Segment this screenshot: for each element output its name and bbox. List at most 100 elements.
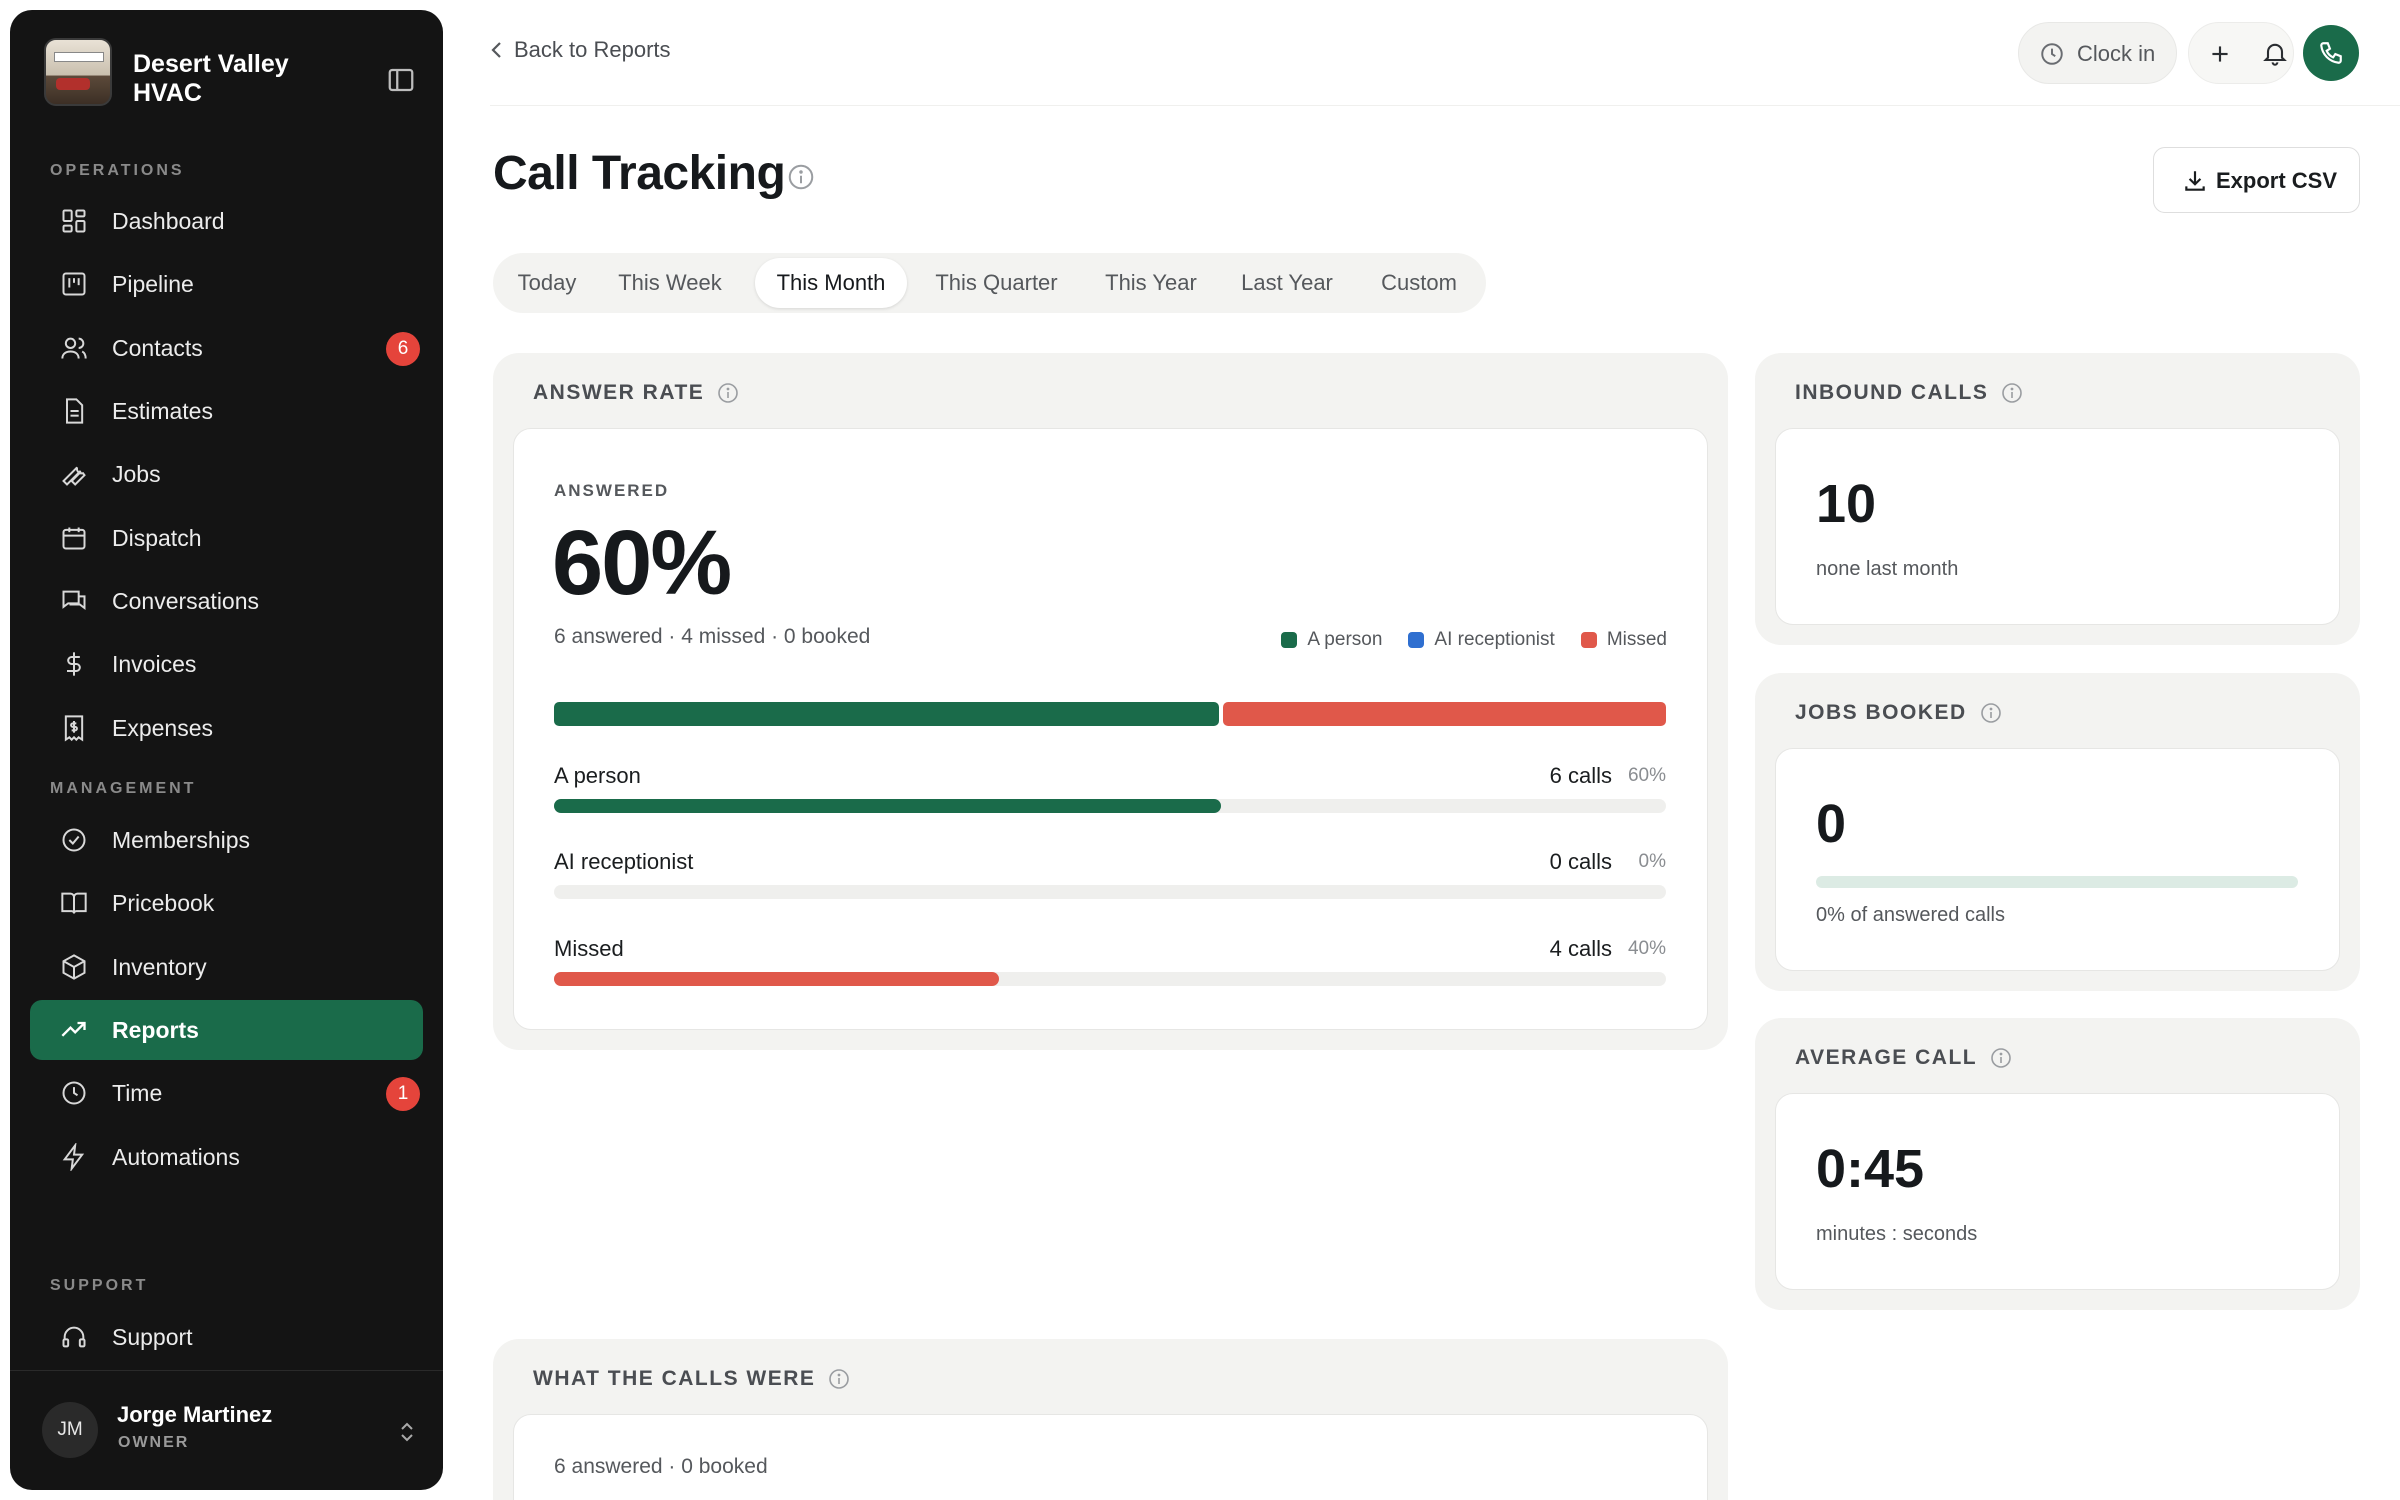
average-call-card: AVERAGE CALL 0:45 minutes : seconds: [1755, 1018, 2360, 1310]
section-label-management: MANAGEMENT: [50, 780, 197, 797]
book-icon: [61, 892, 87, 914]
document-icon: [66, 398, 84, 424]
tab-this-quarter[interactable]: This Quarter: [935, 270, 1058, 295]
chat-icon: [62, 590, 86, 610]
inbound-calls-value: 10: [1816, 474, 1877, 534]
plus-icon[interactable]: [2207, 41, 2233, 67]
sidebar-item-memberships[interactable]: Memberships: [30, 810, 423, 870]
answered-label: ANSWERED: [554, 481, 670, 500]
sidebar-item-label: Time: [112, 1080, 163, 1106]
legend-label: Missed: [1606, 629, 1667, 650]
sidebar-item-label: Invoices: [112, 651, 197, 677]
info-icon[interactable]: [1979, 701, 2003, 725]
sidebar: Desert Valley HVAC OPERATIONS Dashboard …: [10, 10, 443, 1490]
answer-rate-legend: A person AI receptionist Missed: [1255, 629, 1667, 651]
row-label: A person: [554, 763, 641, 788]
trending-icon: [61, 1021, 86, 1037]
kanban-icon: [62, 272, 86, 296]
chevron-up-down-icon: [401, 1422, 413, 1442]
sidebar-item-invoices[interactable]: Invoices: [30, 634, 423, 694]
sidebar-item-reports[interactable]: Reports: [30, 1000, 423, 1060]
sidebar-item-dispatch[interactable]: Dispatch: [30, 508, 423, 568]
tab-today[interactable]: Today: [517, 270, 577, 295]
tab-custom[interactable]: Custom: [1381, 270, 1457, 295]
info-icon[interactable]: [716, 381, 740, 405]
clock-in-button[interactable]: Clock in: [2018, 22, 2177, 84]
sidebar-item-label: Memberships: [112, 827, 251, 853]
tab-last-year[interactable]: Last Year: [1241, 270, 1333, 295]
phone-button[interactable]: [2303, 25, 2359, 81]
tab-this-week[interactable]: This Week: [618, 270, 722, 295]
row-track: [554, 885, 1666, 899]
average-call-body: 0:45 minutes : seconds: [1775, 1093, 2340, 1290]
sidebar-item-label: Dispatch: [112, 525, 202, 551]
top-divider: [490, 105, 2400, 106]
info-icon[interactable]: [2000, 381, 2024, 405]
info-icon[interactable]: [827, 1367, 851, 1391]
jobs-booked-body: 0 0% of answered calls: [1775, 748, 2340, 971]
sidebar-item-pipeline[interactable]: Pipeline: [30, 254, 423, 314]
sidebar-item-label: Dashboard: [112, 208, 225, 234]
brand-name: Desert Valley HVAC: [133, 50, 289, 107]
sidebar-item-label: Expenses: [112, 715, 214, 741]
legend-item-ai: AI receptionist: [1408, 629, 1555, 651]
export-csv-button[interactable]: Export CSV: [2153, 147, 2360, 213]
sidebar-item-label: Automations: [112, 1144, 240, 1170]
legend-label: AI receptionist: [1434, 629, 1555, 650]
row-label: Missed: [554, 936, 624, 961]
legend-item-missed: Missed: [1580, 629, 1667, 651]
download-icon: [2185, 171, 2205, 191]
jobs-booked-card: JOBS BOOKED 0 0% of answered calls: [1755, 673, 2360, 991]
user-menu[interactable]: JM Jorge Martinez OWNER: [32, 1390, 422, 1470]
legend-label: A person: [1307, 629, 1383, 650]
sidebar-item-label: Jobs: [112, 461, 161, 487]
tab-this-year[interactable]: This Year: [1105, 270, 1197, 295]
info-icon[interactable]: [1989, 1046, 2013, 1070]
row-fill: [554, 972, 999, 986]
sidebar-item-automations[interactable]: Automations: [30, 1127, 423, 1187]
sidebar-toggle-icon[interactable]: [386, 65, 416, 95]
jobs-booked-title: JOBS BOOKED: [1795, 701, 2003, 725]
brand[interactable]: Desert Valley HVAC: [34, 34, 419, 108]
sidebar-item-jobs[interactable]: Jobs: [30, 444, 423, 504]
row-pct: 60%: [1627, 765, 1666, 786]
contacts-count-badge: 6: [386, 332, 420, 366]
sidebar-item-expenses[interactable]: Expenses: [30, 698, 423, 758]
legend-swatch: [1580, 632, 1597, 648]
brand-logo: [44, 38, 112, 106]
sidebar-item-inventory[interactable]: Inventory: [30, 937, 423, 997]
tab-this-month[interactable]: This Month: [755, 258, 907, 308]
page-title: Call Tracking: [493, 147, 786, 200]
sidebar-item-label: Contacts: [112, 335, 203, 361]
clock-icon: [2041, 43, 2063, 65]
sidebar-item-dashboard[interactable]: Dashboard: [30, 191, 423, 251]
inbound-calls-title-text: INBOUND CALLS: [1795, 381, 1989, 404]
chevron-left-icon: [491, 42, 501, 58]
bell-icon[interactable]: [2261, 39, 2289, 67]
bolt-icon: [62, 1143, 85, 1171]
sidebar-item-contacts[interactable]: Contacts 6: [30, 318, 423, 378]
sidebar-item-label: Pipeline: [112, 271, 194, 297]
back-link-label: Back to Reports: [514, 37, 671, 62]
stacked-bar-segment: [554, 702, 1220, 726]
back-to-reports-link[interactable]: Back to Reports: [490, 37, 671, 63]
calls-breakdown-card: WHAT THE CALLS WERE 6 answered · 0 booke…: [493, 1339, 1728, 1500]
info-icon[interactable]: [786, 162, 816, 192]
sidebar-item-estimates[interactable]: Estimates: [30, 381, 423, 441]
clock-in-label: Clock in: [2077, 41, 2156, 66]
row-track: [554, 799, 1666, 813]
average-call-title-text: AVERAGE CALL: [1795, 1046, 1978, 1069]
calls-breakdown-body: 6 answered · 0 booked: [513, 1414, 1708, 1500]
avatar: JM: [42, 1402, 98, 1458]
jobs-booked-progress: [1816, 876, 2298, 888]
clock-icon: [62, 1081, 86, 1105]
sidebar-item-time[interactable]: Time 1: [30, 1063, 423, 1123]
time-count-badge: 1: [386, 1077, 420, 1111]
sidebar-item-pricebook[interactable]: Pricebook: [30, 873, 423, 933]
jobs-booked-value: 0: [1816, 794, 1847, 854]
sidebar-item-support[interactable]: Support: [30, 1307, 423, 1367]
quick-actions: [2188, 22, 2294, 84]
sidebar-item-conversations[interactable]: Conversations: [30, 571, 423, 631]
legend-swatch: [1408, 632, 1425, 648]
average-call-title: AVERAGE CALL: [1795, 1046, 2013, 1070]
